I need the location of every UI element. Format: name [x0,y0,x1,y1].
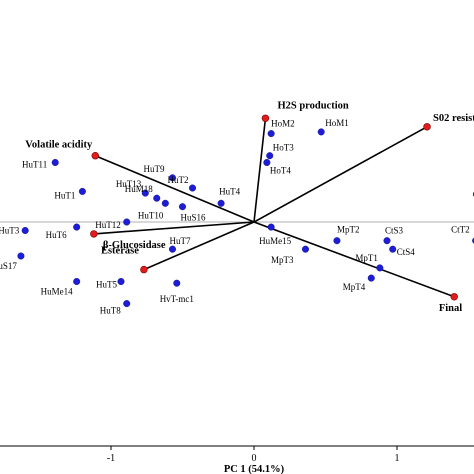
sample-label-hut12: HuT12 [95,220,121,230]
sample-label-hut10: HuT10 [138,210,164,220]
variable-vectors [90,114,458,301]
sample-label-hvt-mc1: HvT-mc1 [160,294,194,304]
sample-label-hus16: HuS16 [181,213,207,223]
variable-label-glucosidase: β-Glucosidase [103,240,166,251]
sample-point-hom2 [267,130,275,138]
vector-final [253,221,455,298]
sample-point-cts4 [389,245,397,253]
variable-label-final: Final [439,303,462,314]
sample-label-hut13: HuT13 [116,179,142,189]
sample-point-hvt-mc1 [173,279,181,287]
sample-point-mpt3 [301,245,309,253]
variable-label-volatile-acidity: Volatile acidity [25,140,93,151]
sample-point-hut13 [141,189,149,197]
sample-point-hut6 [73,223,81,231]
sample-point-hot4 [263,158,271,166]
vector-volatile-acidity [94,154,255,223]
sample-point-mpt2 [333,237,341,245]
x-tick-label: -1 [107,453,115,464]
variable-point-glucosidase [90,230,98,238]
sample-point-hut8 [123,300,131,308]
sample-label-hut9: HuT9 [143,164,164,174]
vector-h2s-production [253,118,267,223]
sample-label-cts4: CtS4 [397,247,416,257]
sample-point-hut10 [161,199,169,207]
variable-label-esterase: Esterase [101,246,139,257]
sample-label-mpt2: MpT2 [337,225,360,235]
variable-label-h2s-production: H2S production [277,100,348,111]
vector-esterase [143,221,255,271]
sample-label-hut3: HuT3 [0,226,20,236]
variable-point-volatile-acidity [91,152,99,160]
variable-point-h2s-production [261,114,270,123]
sample-label-hut11: HuT11 [22,160,47,170]
sample-point-hom1 [317,128,325,136]
sample-point-hut4 [217,199,225,207]
sample-label-hot4: HoT4 [270,166,291,176]
sample-label-mpt3: MpT3 [271,255,294,265]
vector-glucosidase [93,221,255,235]
vector-s02-resistance [253,126,428,223]
sample-label-cts3: CtS3 [385,226,404,236]
sample-label-hut7: HuT7 [169,236,190,246]
sample-label-ctt2: CtT2 [451,225,470,235]
variable-labels: H2S production S02 resistance Volatile aci… [25,100,474,313]
sample-label-hume14: HuMe14 [41,287,73,297]
variable-point-esterase [140,265,148,274]
sample-point-hum18 [153,194,161,202]
sample-point-hus16 [178,203,186,211]
sample-label-hom1: HoM1 [325,118,349,128]
sample-point-hut2 [189,184,197,192]
sample-label-hume15: HuMe15 [259,236,291,246]
x-tick-label: 0 [252,453,257,464]
sample-label-hut4: HuT4 [219,186,240,196]
sample-label-mpt1: MpT1 [355,253,378,263]
axis-frame [0,221,474,447]
sample-point-hut7 [168,245,176,253]
sample-point-hut12 [123,218,131,226]
sample-point-hut3 [21,226,29,234]
sample-point-hut9 [168,174,176,182]
x-tick-label: 1 [395,453,400,464]
sample-point-mpt4 [367,274,375,282]
sample-point-hut1 [78,187,86,195]
sample-label-hot3: HoT3 [273,143,294,153]
sample-label-hut5: HuT5 [96,280,117,290]
sample-point-hut11 [51,158,59,166]
sample-label-hut1: HuT1 [54,190,75,200]
sample-label-hom2: HoM2 [271,119,295,129]
sample-point-hume14 [73,278,81,286]
sample-point-hot3 [266,152,274,160]
sample-label-mpt4: MpT4 [343,282,366,292]
sample-label-hut2: HuT2 [168,175,189,185]
sample-point-hume15 [267,223,275,231]
x-axis-ticks: -1 0 1 [107,446,400,464]
x-axis-title: PC 1 (54.1%) [224,464,285,474]
sample-label-hut6: HuT6 [46,230,67,240]
sample-label-ctt1: CtT1 [473,190,474,200]
sample-label-hus17: HuS17 [0,261,17,271]
sample-label-hut8: HuT8 [100,306,121,316]
variable-point-final [450,293,458,301]
sample-label-hum18: HuM18 [125,184,154,194]
sample-point-cts3 [383,237,391,245]
variable-label-s02-resistance: S02 resistance [433,113,474,124]
sample-point-hus17 [17,252,25,260]
sample-point-hut5 [117,278,125,286]
sample-point-mpt1 [376,264,384,272]
variable-point-s02-resistance [423,123,431,131]
